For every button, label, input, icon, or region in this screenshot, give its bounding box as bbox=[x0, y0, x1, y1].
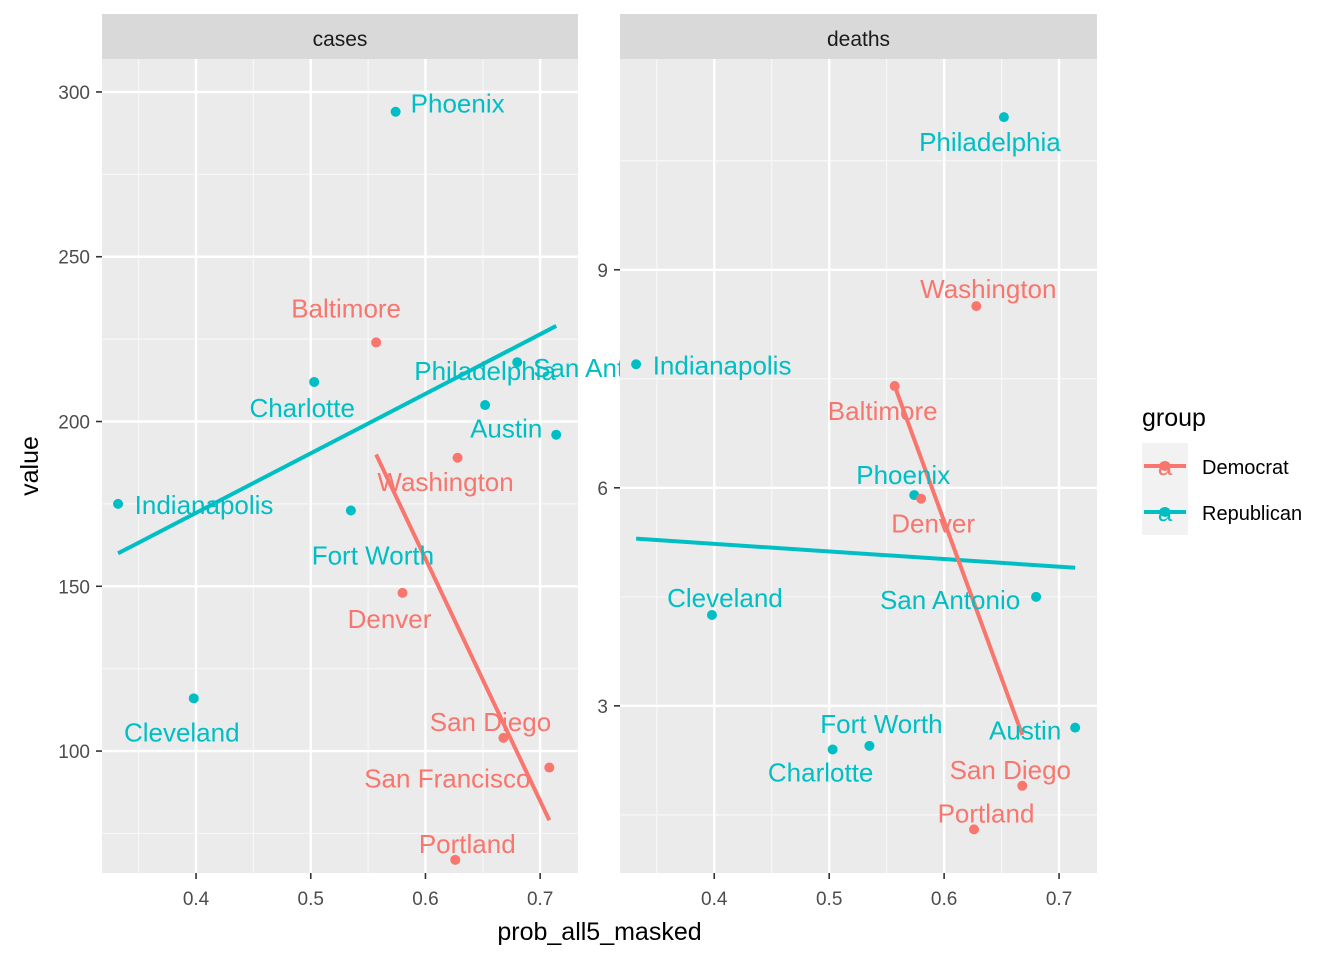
point-label-charlotte: Charlotte bbox=[768, 757, 874, 787]
legend-key-text-glyph: a bbox=[1158, 451, 1173, 481]
point-label-san-diego: San Diego bbox=[950, 755, 1071, 785]
point-baltimore bbox=[889, 381, 900, 392]
point-label-baltimore: Baltimore bbox=[291, 293, 401, 323]
point-washington bbox=[971, 301, 982, 312]
y-tick-label: 300 bbox=[58, 83, 90, 104]
point-san-antonio bbox=[512, 357, 523, 368]
point-indianapolis bbox=[631, 359, 642, 370]
point-label-fort-worth: Fort Worth bbox=[820, 709, 942, 739]
x-tick-label: 0.5 bbox=[298, 889, 324, 910]
legend-label-democrat: Democrat bbox=[1202, 457, 1289, 479]
point-label-portland: Portland bbox=[419, 829, 516, 859]
point-label-washington: Washington bbox=[377, 467, 513, 497]
point-baltimore bbox=[371, 337, 382, 348]
point-label-philadelphia: Philadelphia bbox=[414, 356, 556, 386]
point-phoenix bbox=[390, 106, 401, 117]
fit-line-democrat bbox=[892, 385, 1025, 736]
y-tick-label: 250 bbox=[58, 248, 90, 269]
point-washington bbox=[452, 452, 463, 463]
y-tick-label: 200 bbox=[58, 413, 90, 434]
y-tick-label: 6 bbox=[597, 479, 608, 500]
x-tick-label: 0.5 bbox=[816, 889, 842, 910]
x-tick-label: 0.7 bbox=[527, 889, 553, 910]
point-austin bbox=[1070, 722, 1081, 733]
point-label-washington: Washington bbox=[920, 274, 1056, 304]
point-philadelphia bbox=[480, 400, 491, 411]
point-san-antonio bbox=[1031, 591, 1042, 602]
y-tick-label: 3 bbox=[597, 697, 608, 718]
facet-strip-label: deaths bbox=[827, 28, 890, 51]
y-tick-label: 100 bbox=[58, 742, 90, 763]
point-label-charlotte: Charlotte bbox=[249, 393, 355, 423]
point-fort-worth bbox=[864, 740, 875, 751]
point-san-diego bbox=[1017, 780, 1028, 791]
legend-key-point bbox=[1160, 507, 1170, 517]
point-label-cleveland: Cleveland bbox=[667, 583, 783, 613]
x-tick-label: 0.4 bbox=[183, 889, 210, 910]
panel-background bbox=[620, 59, 1097, 873]
point-charlotte bbox=[309, 376, 320, 387]
point-san-diego bbox=[498, 732, 509, 743]
y-tick-label: 150 bbox=[58, 577, 90, 598]
x-tick-label: 0.6 bbox=[412, 889, 438, 910]
legend-title: group bbox=[1142, 404, 1206, 432]
point-austin bbox=[551, 429, 562, 440]
x-tick-label: 0.7 bbox=[1046, 889, 1072, 910]
point-label-philadelphia: Philadelphia bbox=[919, 127, 1061, 157]
point-denver bbox=[916, 493, 927, 504]
legend-key-democrat: a bbox=[1142, 443, 1188, 489]
y-axis-title: value bbox=[16, 436, 44, 496]
x-tick-label: 0.4 bbox=[701, 889, 728, 910]
point-label-phoenix: Phoenix bbox=[411, 89, 505, 119]
point-portland bbox=[969, 824, 980, 835]
point-label-san-antonio: San Antonio bbox=[880, 585, 1020, 615]
point-label-indianapolis: Indianapolis bbox=[653, 350, 792, 380]
point-label-austin: Austin bbox=[470, 414, 542, 444]
point-cleveland bbox=[706, 609, 717, 620]
panel-cases: cases 100 150 200 250 300 0.4 0.5 0.6 0.7 Phoenix B… bbox=[58, 14, 673, 910]
legend-label-republican: Republican bbox=[1202, 503, 1302, 525]
point-label-cleveland: Cleveland bbox=[124, 717, 240, 747]
point-label-denver: Denver bbox=[348, 604, 432, 634]
point-label-phoenix: Phoenix bbox=[856, 460, 950, 490]
point-denver bbox=[397, 587, 408, 598]
legend-key-text-glyph: a bbox=[1158, 497, 1173, 527]
legend: group a Democrat a Republican bbox=[1142, 404, 1302, 535]
point-label-austin: Austin bbox=[989, 716, 1061, 746]
y-tick-label: 9 bbox=[597, 261, 608, 282]
facet-strip bbox=[102, 14, 578, 59]
point-label-san-francisco: San Francisco bbox=[364, 764, 530, 794]
point-philadelphia bbox=[998, 112, 1009, 123]
point-fort-worth bbox=[345, 505, 356, 516]
point-san-francisco bbox=[544, 762, 555, 773]
fit-line-republican bbox=[117, 324, 558, 556]
fit-line-republican bbox=[635, 536, 1076, 570]
point-charlotte bbox=[827, 744, 838, 755]
point-indianapolis bbox=[113, 498, 124, 509]
x-axis-title: prob_all5_masked bbox=[497, 918, 701, 946]
x-tick-label: 0.6 bbox=[931, 889, 957, 910]
panel-deaths: deaths 3 6 9 0.4 0.5 0.6 0.7 Philadelphia Washing… bbox=[597, 14, 1097, 910]
legend-key-point bbox=[1160, 461, 1170, 471]
point-label-indianapolis: Indianapolis bbox=[135, 490, 274, 520]
point-label-portland: Portland bbox=[938, 798, 1035, 828]
facet-strip bbox=[620, 14, 1097, 59]
fit-line-democrat bbox=[374, 453, 552, 822]
point-label-baltimore: Baltimore bbox=[828, 396, 938, 426]
point-cleveland bbox=[188, 693, 199, 704]
point-label-fort-worth: Fort Worth bbox=[312, 540, 434, 570]
point-portland bbox=[450, 854, 461, 865]
point-label-san-diego: San Diego bbox=[430, 707, 551, 737]
legend-key-republican: a bbox=[1142, 489, 1188, 535]
facet-strip-label: cases bbox=[313, 28, 368, 51]
point-label-denver: Denver bbox=[891, 509, 975, 539]
